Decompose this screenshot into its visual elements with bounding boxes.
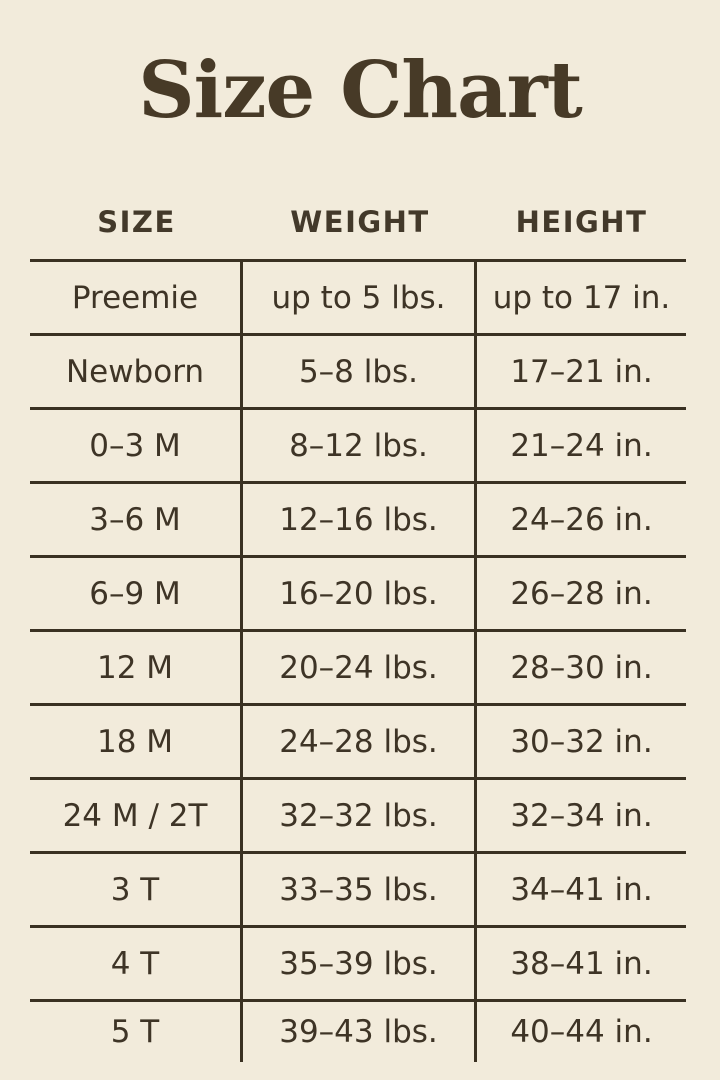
column-header-height: HEIGHT <box>515 205 648 239</box>
table-row: 24 M / 2T 32–32 lbs. 32–34 in. <box>30 780 686 854</box>
size-cell: 6–9 M <box>30 558 243 629</box>
size-cell: 3–6 M <box>30 484 243 555</box>
column-header-size: SIZE <box>97 205 176 239</box>
table-row: 0–3 M 8–12 lbs. 21–24 in. <box>30 410 686 484</box>
height-cell: 28–30 in. <box>510 649 653 686</box>
height-cell: 38–41 in. <box>510 945 653 982</box>
height-cell: 30–32 in. <box>510 723 653 760</box>
height-cell: 40–44 in. <box>510 1014 653 1050</box>
weight-cell: 24–28 lbs. <box>243 706 477 777</box>
table-header-row: SIZE WEIGHT HEIGHT <box>30 185 686 262</box>
table-row: 12 M 20–24 lbs. 28–30 in. <box>30 632 686 706</box>
size-cell: 4 T <box>30 928 243 999</box>
size-cell: 5 T <box>30 1002 243 1062</box>
weight-cell: up to 5 lbs. <box>243 262 477 333</box>
size-cell: 0–3 M <box>30 410 243 481</box>
size-cell: 12 M <box>30 632 243 703</box>
table-row: Preemie up to 5 lbs. up to 17 in. <box>30 262 686 336</box>
page-title: Size Chart <box>138 45 583 136</box>
size-cell: 18 M <box>30 706 243 777</box>
weight-cell: 39–43 lbs. <box>243 1002 477 1062</box>
size-cell: 24 M / 2T <box>30 780 243 851</box>
table-row: 6–9 M 16–20 lbs. 26–28 in. <box>30 558 686 632</box>
size-table: SIZE WEIGHT HEIGHT Preemie up to 5 lbs. up… <box>30 185 686 1062</box>
height-cell: 26–28 in. <box>510 575 653 612</box>
table-body: Preemie up to 5 lbs. up to 17 in. Newborn 5–… <box>30 262 686 1062</box>
height-cell: 34–41 in. <box>510 871 653 908</box>
weight-cell: 35–39 lbs. <box>243 928 477 999</box>
table-row: 18 M 24–28 lbs. 30–32 in. <box>30 706 686 780</box>
table-row: Newborn 5–8 lbs. 17–21 in. <box>30 336 686 410</box>
weight-cell: 20–24 lbs. <box>243 632 477 703</box>
table-row: 3–6 M 12–16 lbs. 24–26 in. <box>30 484 686 558</box>
table-row: 4 T 35–39 lbs. 38–41 in. <box>30 928 686 1002</box>
column-header-weight: WEIGHT <box>290 205 430 239</box>
weight-cell: 33–35 lbs. <box>243 854 477 925</box>
weight-cell: 8–12 lbs. <box>243 410 477 481</box>
height-cell: 17–21 in. <box>510 353 653 390</box>
height-cell: up to 17 in. <box>492 279 671 316</box>
height-cell: 24–26 in. <box>510 501 653 538</box>
table-row: 5 T 39–43 lbs. 40–44 in. <box>30 1002 686 1062</box>
weight-cell: 12–16 lbs. <box>243 484 477 555</box>
weight-cell: 5–8 lbs. <box>243 336 477 407</box>
height-cell: 32–34 in. <box>510 797 653 834</box>
table-row: 3 T 33–35 lbs. 34–41 in. <box>30 854 686 928</box>
height-cell: 21–24 in. <box>510 427 653 464</box>
weight-cell: 32–32 lbs. <box>243 780 477 851</box>
size-cell: Preemie <box>30 262 243 333</box>
weight-cell: 16–20 lbs. <box>243 558 477 629</box>
size-cell: Newborn <box>30 336 243 407</box>
size-cell: 3 T <box>30 854 243 925</box>
